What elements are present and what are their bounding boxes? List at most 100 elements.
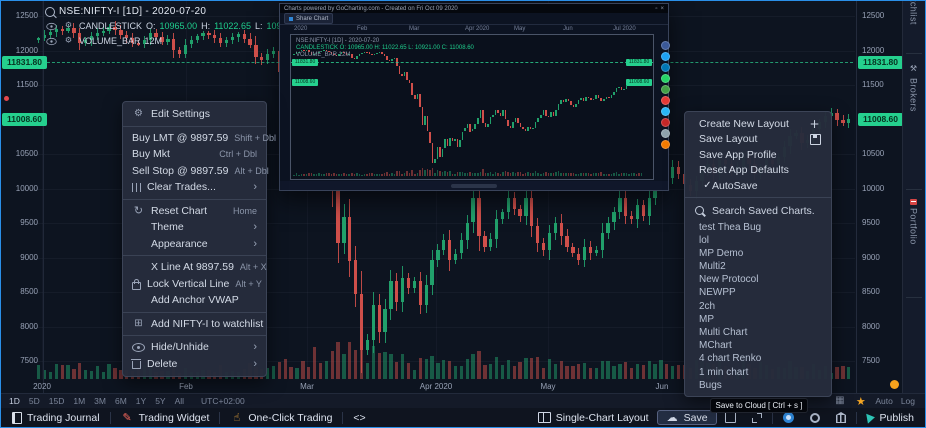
footer-button-bank[interactable] — [828, 408, 854, 427]
range-1d[interactable]: 1D — [9, 396, 20, 406]
saved-chart-item-lol[interactable]: lol — [699, 234, 710, 246]
footer-button-record[interactable] — [802, 408, 828, 427]
footer-button-one-click-trading[interactable]: ☝ One-Click Trading — [222, 408, 340, 427]
footer-button-code[interactable]: <> — [345, 408, 373, 427]
context-menu-item-buy-mkt[interactable]: Buy Mkt Ctrl + Dbl — [123, 146, 266, 163]
footer-button-publish[interactable]: Publish — [859, 408, 922, 427]
footer-button-trading-widget[interactable]: ✎ Trading Widget — [113, 408, 218, 427]
price-tick-left: 12000 — [15, 45, 38, 55]
saved-chart-item-2ch[interactable]: 2ch — [699, 300, 716, 312]
layout-menu-item-save-layout[interactable]: Save Layout — [685, 132, 831, 148]
mini-candle — [381, 52, 383, 54]
mini-volume-bar — [555, 172, 557, 176]
context-menu-item-appearance[interactable]: Appearance › — [123, 236, 266, 253]
sidebar-tab-portfolio[interactable]: Portfolio — [903, 199, 924, 245]
log-scale-toggle[interactable]: Log — [900, 396, 915, 406]
layout-menu-item-reset-app-defaults[interactable]: Reset App Defaults — [685, 163, 831, 179]
saved-chart-item-multi2[interactable]: Multi2 — [699, 261, 726, 273]
share-icon[interactable] — [661, 74, 670, 83]
sidebar-tab-brokers[interactable]: ⚒ Brokers — [903, 63, 924, 112]
saved-chart-item-1-min-chart[interactable]: 1 min chart — [699, 366, 749, 378]
mini-candle — [335, 55, 338, 57]
mini-candle — [305, 50, 308, 51]
sidebar-tab-watchlist[interactable]: Watchlist — [903, 1, 924, 25]
share-chart-popup[interactable]: Charts powered by GoCharting.com - Creat… — [279, 3, 669, 191]
price-gridline — [37, 326, 855, 328]
context-menu-item-x-line-at-9897-59[interactable]: X Line At 9897.59 Alt + X — [123, 259, 267, 276]
menu-item-shortcut: Alt + Dbl — [234, 165, 269, 176]
range-3m[interactable]: 3M — [94, 396, 106, 406]
saved-chart-item-4-chart-renko[interactable]: 4 chart Renko — [699, 353, 762, 365]
saved-chart-item-bugs[interactable]: Bugs — [699, 379, 722, 391]
footer-button-single-chart-layout[interactable]: Single-Chart Layout — [530, 408, 657, 427]
layout-menu-item-save-app-profile[interactable]: Save App Profile — [685, 147, 831, 163]
share-icon[interactable] — [661, 63, 670, 72]
context-menu-item-reset-chart[interactable]: ↻ Reset Chart Home — [123, 203, 266, 220]
share-icon[interactable] — [661, 140, 670, 149]
context-menu-item-hide-unhide[interactable]: Hide/Unhide › — [123, 339, 266, 356]
mini-candle — [434, 159, 436, 163]
mini-volume-bar — [517, 171, 519, 176]
grid-settings-icon[interactable]: ▦ — [835, 395, 845, 406]
saved-chart-item-test-thea-bug[interactable]: test Thea Bug — [699, 221, 762, 233]
footer-button-screenshot[interactable] — [775, 408, 802, 427]
range-all[interactable]: All — [174, 396, 185, 406]
range-6m[interactable]: 6M — [114, 396, 127, 406]
volume-visibility-icon[interactable] — [46, 37, 57, 45]
footer-button-save[interactable]: ☁ Save — [656, 410, 717, 425]
close-icon[interactable]: × — [660, 5, 664, 12]
context-menu-item-buy-lmt-9897-59[interactable]: Buy LMT @ 9897.59 Shift + Dbl — [123, 130, 276, 147]
range-1y[interactable]: 1Y — [135, 396, 147, 406]
layout-menu-item-create-new-layout[interactable]: Create New Layout + — [685, 116, 831, 132]
context-menu-item-theme[interactable]: Theme › — [123, 219, 266, 236]
save-tooltip: Save to Cloud [ Ctrl + s ] — [710, 398, 808, 413]
menu-item-shortcut: Ctrl + Dbl — [219, 149, 257, 160]
range-15d[interactable]: 15D — [48, 396, 65, 406]
layout-menu-item-autosave[interactable]: ✓ AutoSave — [685, 178, 831, 194]
context-menu-item-add-nifty-i-to-watchlist[interactable]: ⊞ Add NIFTY-I to watchlist — [123, 316, 266, 333]
saved-charts-search[interactable]: Search Saved Charts. — [685, 201, 831, 221]
context-menu-item-edit-settings[interactable]: ⚙ Edit Settings — [123, 106, 266, 123]
share-icon[interactable] — [661, 41, 670, 50]
mini-volume-bar — [529, 172, 532, 176]
context-menu-item-clear-trades[interactable]: Clear Trades... › — [123, 179, 266, 196]
notification-dot[interactable] — [890, 380, 899, 389]
context-menu-item-sell-stop-9897-59[interactable]: Sell Stop @ 9897.59 Alt + Dbl — [123, 163, 269, 180]
mini-ohlc: CANDLESTICK O: 10965.00 H: 11022.65 L: 1… — [296, 45, 474, 51]
context-menu-item-lock-vertical-line[interactable]: Lock Vertical Line Alt + Y — [123, 276, 266, 293]
range-1m[interactable]: 1M — [73, 396, 86, 406]
share-icon[interactable] — [661, 52, 670, 61]
popout-icon[interactable]: ▫ — [655, 5, 658, 12]
context-menu-item-delete[interactable]: Delete › — [123, 356, 266, 373]
saved-chart-item-mp[interactable]: MP — [699, 313, 714, 325]
timezone[interactable]: UTC+02:00 — [201, 396, 245, 406]
footer-button-fullscreen[interactable] — [744, 408, 770, 427]
saved-chart-item-mchart[interactable]: MChart — [699, 340, 732, 352]
mini-candle — [625, 85, 628, 90]
saved-chart-item-new-protocol[interactable]: New Protocol — [699, 274, 759, 286]
mini-candle — [373, 54, 376, 56]
mini-volume-bar — [527, 172, 529, 176]
context-menu-item-add-anchor-vwap[interactable]: Add Anchor VWAP — [123, 292, 266, 309]
share-icon[interactable] — [661, 96, 670, 105]
volume-settings-icon[interactable]: ⚙ — [64, 36, 73, 45]
saved-chart-item-mp-demo[interactable]: MP Demo — [699, 247, 744, 259]
share-icon[interactable] — [661, 118, 670, 127]
candle-body — [365, 339, 370, 351]
saved-chart-item-newpp[interactable]: NEWPP — [699, 287, 736, 299]
zoom-reset-icon[interactable] — [45, 6, 55, 17]
auto-scale-toggle[interactable]: Auto — [875, 396, 893, 406]
bank-icon — [835, 412, 846, 423]
footer-button-trading-journal[interactable]: Trading Journal — [4, 408, 108, 427]
range-5d[interactable]: 5D — [28, 396, 40, 406]
favorite-star-icon[interactable]: ★ — [855, 394, 866, 408]
share-icon[interactable] — [661, 107, 670, 116]
range-5y[interactable]: 5Y — [155, 396, 166, 406]
popup-tab[interactable]: Share Chart — [284, 13, 334, 24]
saved-chart-item-multi-chart[interactable]: Multi Chart — [699, 327, 748, 338]
share-icon[interactable] — [661, 129, 670, 138]
share-icon[interactable] — [661, 85, 670, 94]
candlestick-settings-icon[interactable]: ⚙ — [64, 21, 73, 30]
candle-body — [577, 253, 581, 261]
candlestick-visibility-icon[interactable] — [46, 22, 57, 30]
